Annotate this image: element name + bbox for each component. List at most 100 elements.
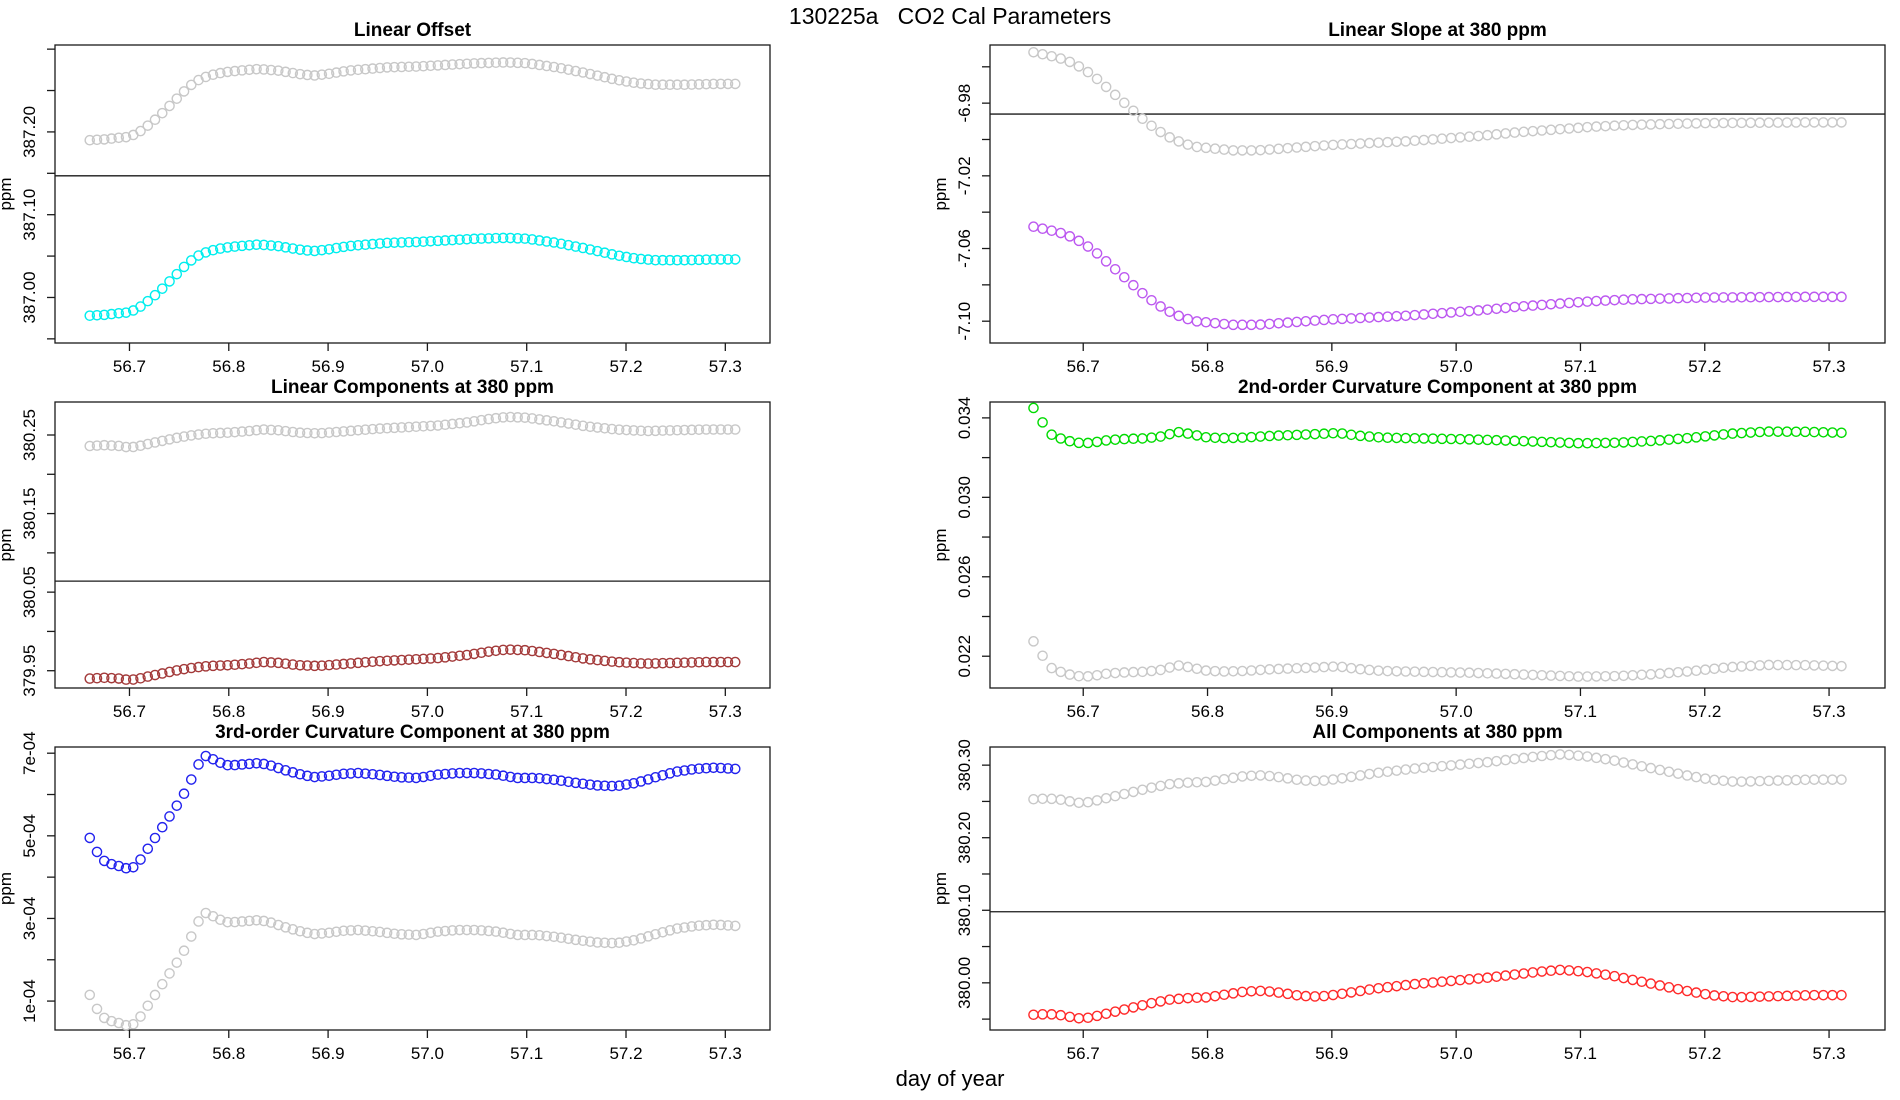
data-point: [1636, 976, 1648, 988]
data-point-gray: [1091, 669, 1103, 681]
data-point-gray: [244, 915, 255, 927]
data-point: [1591, 968, 1602, 979]
data-point-gray: [323, 68, 335, 80]
data-point: [1536, 436, 1548, 448]
data-point-gray: [1781, 117, 1793, 128]
data-point: [1482, 972, 1493, 984]
panel-top-right: 56.7 56.8 56.9 57.0 57.1 57.2 57.3 -7.10 -7.06 -7…: [931, 20, 1886, 376]
data-point-gray: [1237, 771, 1248, 782]
data-point-gray: [512, 929, 523, 941]
data-point: [396, 772, 407, 783]
data-point-gray: [1591, 671, 1602, 682]
data-point: [476, 647, 487, 659]
data-point: [686, 764, 698, 775]
data-point: [113, 307, 125, 319]
data-point-gray: [1382, 766, 1393, 777]
data-point-gray: [1355, 663, 1366, 675]
data-point: [679, 765, 690, 776]
data-point: [1654, 980, 1666, 991]
data-point: [1418, 309, 1430, 320]
data-point-gray: [1364, 137, 1375, 149]
x-axis-label: day of year: [895, 1066, 1005, 1091]
data-point-gray: [251, 424, 262, 436]
data-point: [331, 659, 342, 670]
data-point-gray: [1627, 669, 1638, 681]
data-point: [1836, 989, 1847, 1001]
data-point: [113, 860, 125, 872]
data-point: [1591, 295, 1602, 307]
data-point: [1663, 434, 1675, 445]
data-point: [628, 657, 640, 669]
data-point-gray: [403, 929, 415, 940]
data-point-gray: [563, 64, 574, 75]
data-point-gray: [374, 926, 386, 938]
data-point: [149, 669, 161, 681]
data-point: [1700, 988, 1711, 1000]
data-point: [1055, 433, 1067, 444]
x-tick-label: 57.2: [609, 357, 642, 376]
data-point-gray: [403, 61, 415, 73]
data-point-gray: [258, 424, 270, 435]
data-point-gray: [497, 57, 509, 68]
data-point-gray: [483, 925, 494, 937]
data-point-gray: [1808, 660, 1820, 671]
data-point: [1581, 296, 1593, 307]
data-point: [244, 758, 255, 770]
data-point: [127, 861, 139, 873]
data-point-gray: [222, 916, 233, 928]
data-point-gray: [541, 930, 552, 942]
data-point: [156, 668, 168, 679]
data-point: [280, 658, 291, 670]
data-point: [621, 779, 632, 790]
data-point: [1818, 989, 1829, 1001]
data-point: [1545, 436, 1557, 448]
data-point: [164, 811, 175, 822]
data-point: [671, 657, 683, 669]
data-point-gray: [280, 66, 291, 78]
data-point: [1128, 433, 1139, 445]
data-point-gray: [149, 437, 161, 448]
data-point-gray: [1727, 661, 1738, 673]
data-point: [1781, 990, 1793, 1002]
data-point-gray: [1200, 776, 1212, 788]
data-point: [1709, 990, 1720, 1001]
data-point: [1700, 431, 1711, 442]
data-point: [1473, 973, 1484, 984]
data-point-gray: [1345, 662, 1357, 674]
data-point: [454, 650, 465, 662]
data-point-gray: [1300, 141, 1312, 153]
x-tick-label: 56.7: [113, 702, 146, 721]
data-point: [1273, 317, 1284, 329]
data-point-gray: [439, 419, 451, 431]
data-point: [345, 768, 357, 779]
data-point-gray: [1609, 670, 1620, 682]
y-tick-label: 380.05: [20, 566, 39, 618]
data-point: [1572, 296, 1584, 308]
data-point-gray: [1663, 118, 1675, 130]
data-point-gray: [316, 69, 328, 80]
data-point: [1128, 279, 1139, 291]
data-point-gray: [171, 957, 183, 968]
data-point-gray: [555, 62, 567, 74]
data-point: [1790, 990, 1802, 1001]
data-point: [548, 237, 560, 248]
data-point-gray: [1373, 767, 1384, 779]
data-point: [1672, 433, 1684, 445]
data-point: [185, 774, 197, 785]
data-point-gray: [1818, 660, 1829, 671]
data-point-gray: [345, 65, 357, 76]
data-point: [570, 241, 581, 252]
x-tick-label: 57.1: [510, 702, 543, 721]
data-point: [1418, 433, 1430, 444]
data-point-gray: [236, 426, 248, 437]
data-point: [106, 672, 117, 684]
plot-box: [989, 401, 1886, 689]
data-point-gray: [236, 65, 248, 76]
data-point: [1191, 316, 1203, 327]
data-point: [309, 771, 320, 783]
data-point: [505, 644, 516, 655]
data-point-gray: [1836, 117, 1847, 128]
data-point: [229, 759, 241, 771]
data-point-gray: [1109, 790, 1121, 802]
